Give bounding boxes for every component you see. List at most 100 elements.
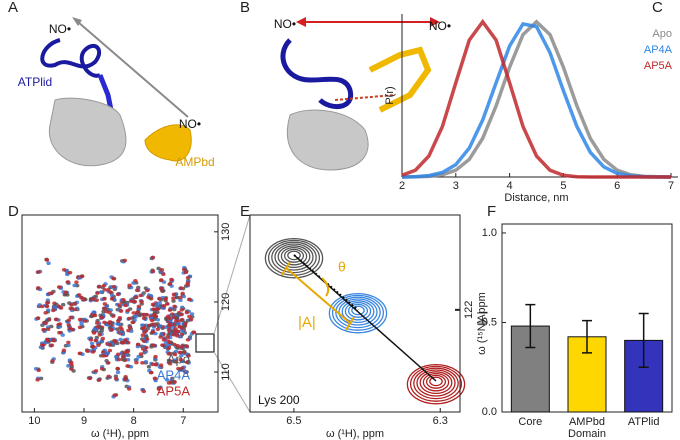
peak	[46, 308, 51, 312]
contour	[429, 376, 443, 387]
peak	[163, 341, 169, 345]
panel-a-art	[40, 17, 192, 167]
peak	[113, 376, 119, 381]
peak	[185, 360, 190, 365]
peak	[150, 330, 156, 334]
peak	[144, 288, 150, 293]
peak	[90, 350, 96, 354]
peak	[143, 359, 149, 364]
peak	[140, 333, 145, 337]
peak	[158, 324, 163, 328]
peak	[115, 292, 121, 297]
peak	[92, 313, 98, 318]
annotation: |A|	[298, 314, 316, 331]
peak	[156, 387, 162, 391]
peak	[135, 342, 141, 347]
peak	[167, 340, 172, 345]
peak	[39, 304, 45, 309]
x-tick-label: 6.3	[433, 415, 448, 427]
peak	[153, 354, 158, 359]
peak	[183, 270, 189, 275]
peak	[63, 290, 69, 295]
peak	[46, 261, 51, 265]
peak	[117, 322, 122, 327]
peak	[140, 326, 146, 331]
peak	[179, 326, 185, 330]
peak	[187, 314, 192, 319]
peak	[109, 296, 115, 301]
peak	[54, 317, 59, 322]
panel-letter: A	[8, 0, 18, 16]
peak	[174, 319, 179, 323]
peak	[138, 352, 144, 356]
y-axis-label: |A|	[476, 311, 488, 324]
peak	[186, 353, 191, 358]
x-tick-label: 10	[28, 415, 40, 427]
peak	[79, 274, 85, 279]
peak	[179, 318, 185, 322]
structure-label: NO•	[274, 17, 296, 31]
peak	[128, 364, 134, 369]
peak	[87, 376, 93, 381]
amplitude-bracket	[281, 261, 355, 331]
peak	[161, 304, 167, 308]
x-axis-label: Distance, nm	[504, 192, 568, 204]
contour	[283, 248, 305, 263]
peak	[179, 345, 184, 349]
peak	[51, 308, 56, 313]
peak	[99, 366, 105, 371]
peak	[173, 360, 179, 364]
x-tick-label: Core	[518, 416, 542, 428]
contour	[351, 305, 365, 316]
peak	[118, 329, 123, 334]
peak	[173, 349, 179, 354]
peak	[117, 316, 123, 320]
peak	[96, 343, 101, 347]
peak	[176, 321, 181, 326]
contour	[425, 374, 447, 389]
peak-field	[33, 255, 197, 399]
peak	[120, 340, 125, 345]
y-tick-label: 130	[220, 223, 232, 241]
legend-entry: Apo	[652, 28, 672, 40]
peak	[69, 302, 74, 307]
peak	[165, 335, 171, 339]
structure-label: NO•	[179, 117, 201, 131]
peak	[150, 269, 156, 274]
peak	[118, 309, 124, 313]
peak	[100, 336, 106, 341]
peak	[102, 306, 107, 311]
peak	[178, 298, 183, 303]
x-axis-label: ω (¹H), ppm	[91, 428, 149, 440]
peak	[135, 310, 140, 315]
y-tick-label: 1.0	[482, 227, 497, 239]
peak	[61, 267, 67, 272]
peak	[120, 355, 126, 359]
peak	[125, 364, 130, 368]
peak	[149, 318, 155, 323]
peak	[117, 303, 122, 307]
peak	[116, 352, 121, 357]
peak	[175, 333, 180, 338]
peak	[44, 258, 50, 262]
peak	[152, 376, 158, 381]
peak	[146, 295, 151, 299]
contour	[416, 369, 456, 397]
peak	[158, 363, 164, 367]
y-tick-label: 110	[220, 363, 232, 381]
peak	[69, 362, 74, 367]
peak	[91, 310, 96, 314]
peak	[122, 338, 128, 342]
peak	[172, 304, 177, 309]
legend-entry: AP4A	[157, 367, 191, 382]
peak	[185, 337, 191, 342]
peak	[36, 368, 41, 373]
peak	[96, 284, 102, 289]
series-line	[401, 21, 671, 179]
peak	[91, 331, 97, 335]
peak	[185, 275, 191, 280]
structure-label: AMPbd	[175, 155, 214, 169]
y-axis-label: ω (¹⁵N), ppm	[476, 292, 488, 355]
peak	[108, 290, 113, 295]
peak	[60, 302, 66, 307]
